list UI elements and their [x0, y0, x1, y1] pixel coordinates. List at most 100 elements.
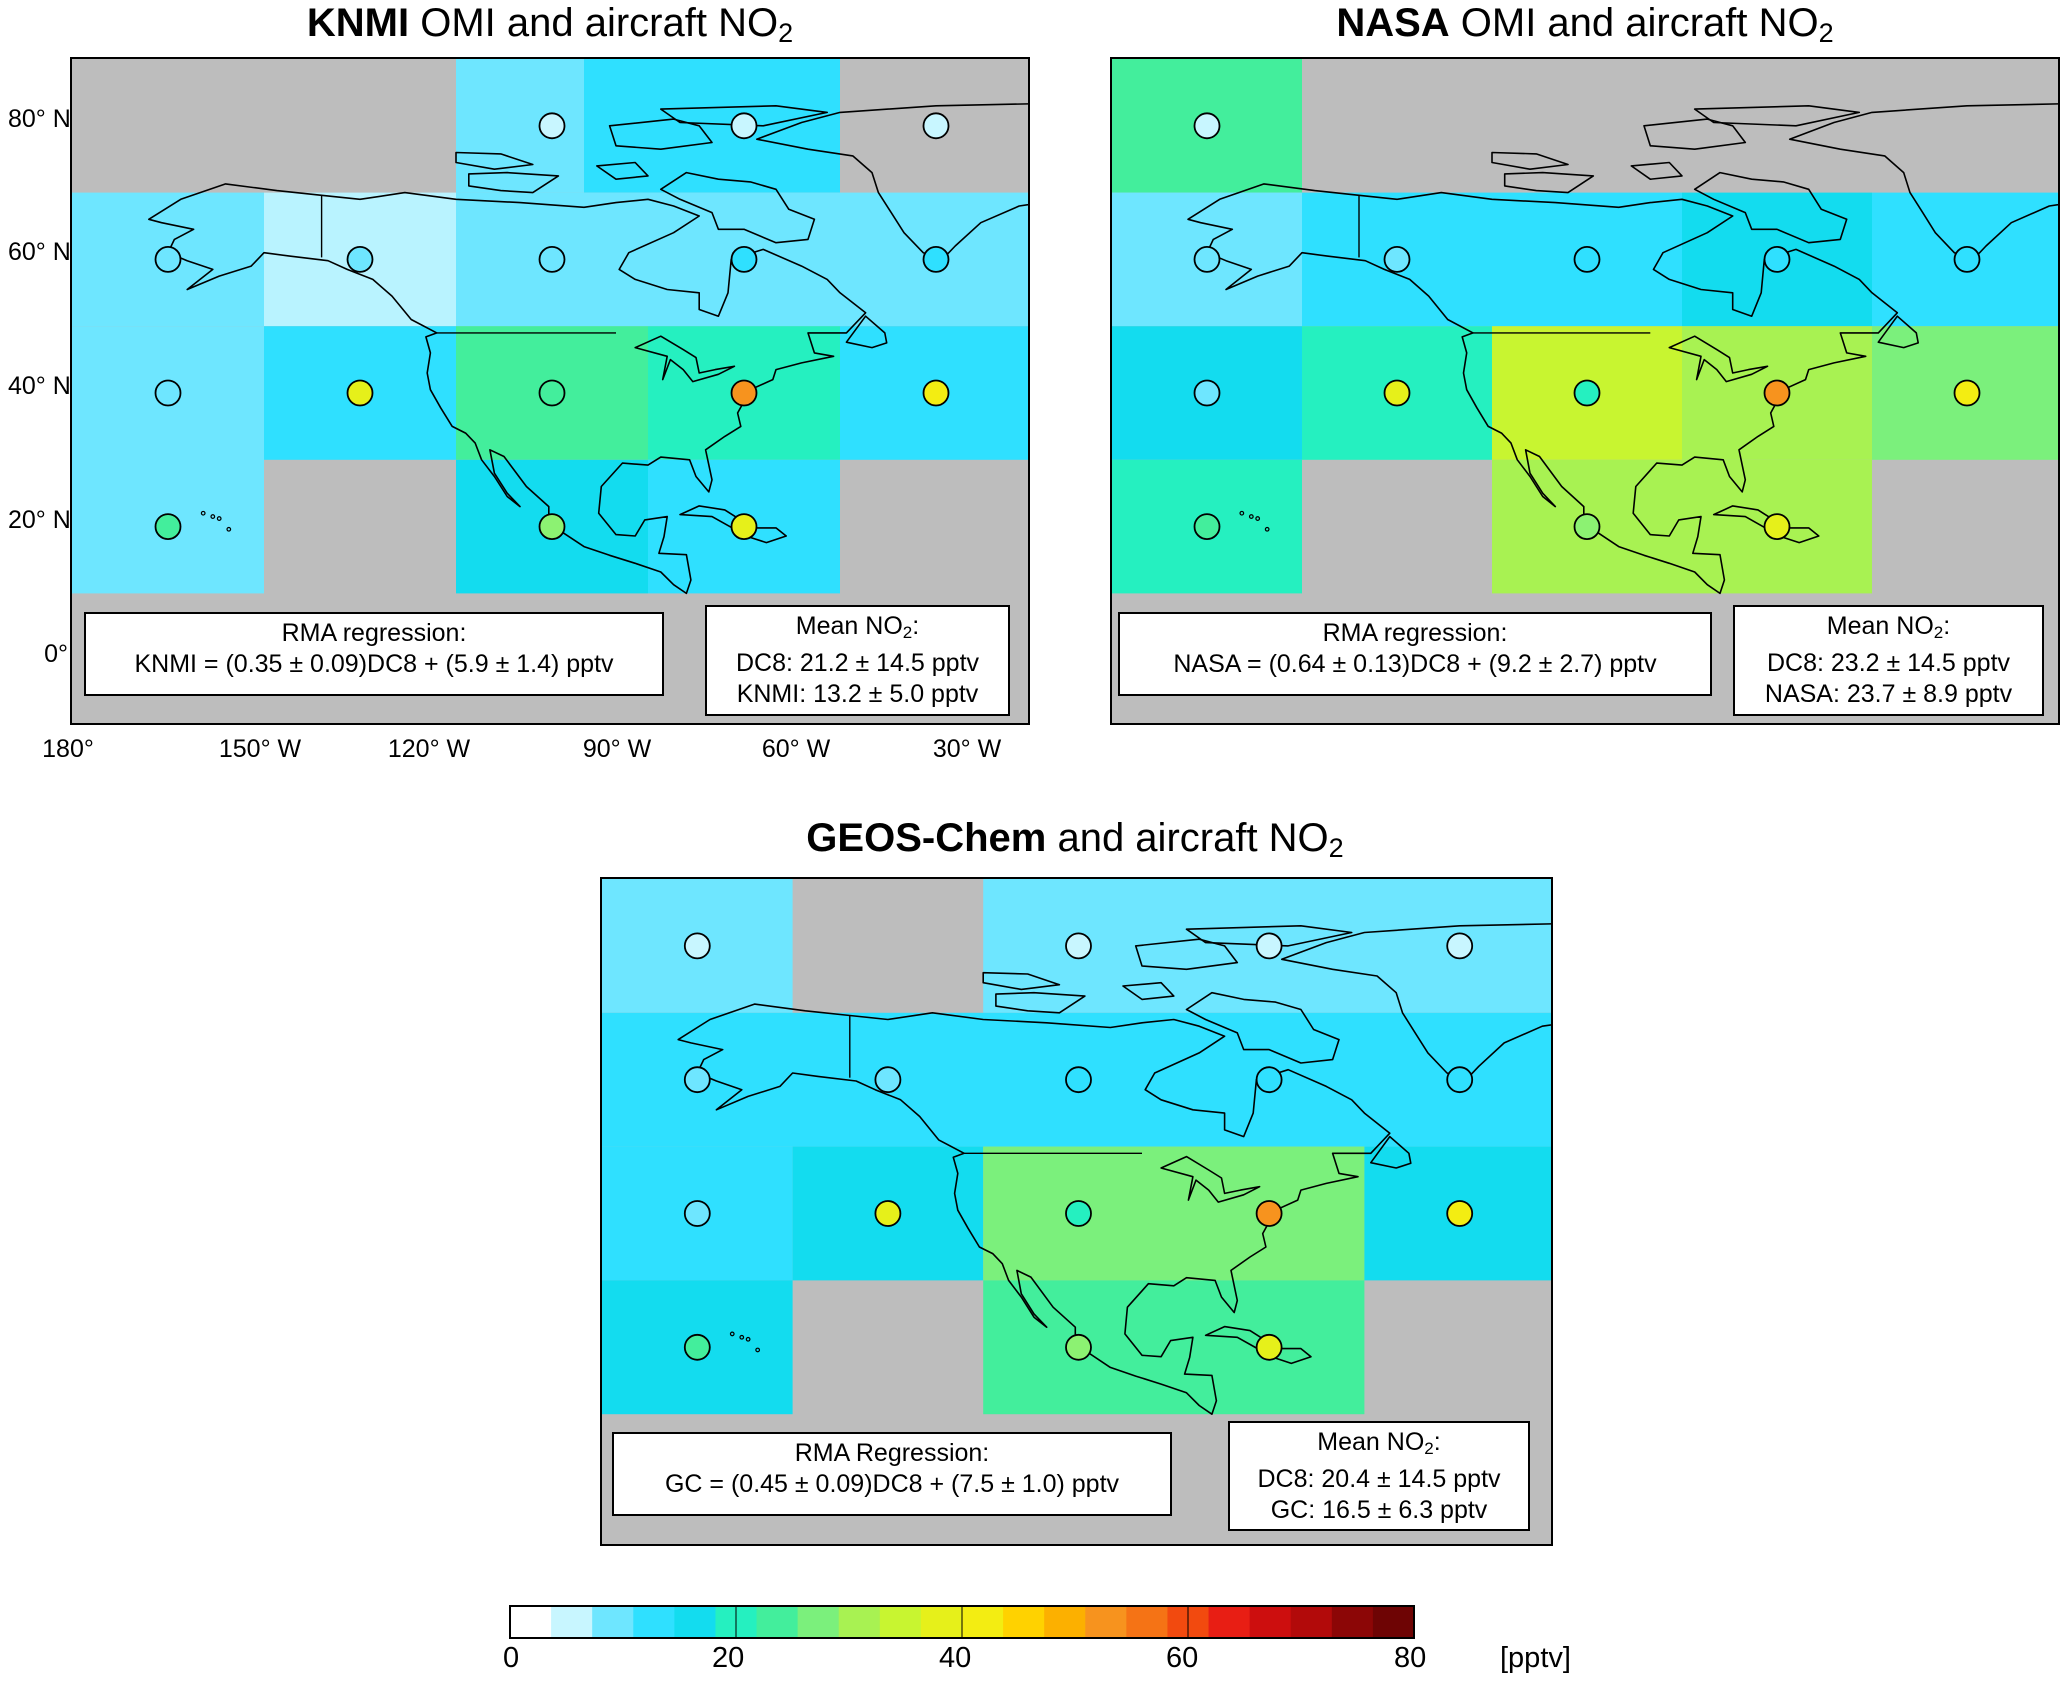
- hawaii-island: [216, 516, 222, 521]
- grid-cell: [72, 326, 264, 594]
- aircraft-no2-marker: [1763, 513, 1791, 541]
- colorbar-bin: [1208, 1606, 1251, 1638]
- knmi-mean-colon: :: [912, 612, 920, 640]
- gc-regression-title: RMA Regression:: [794, 1439, 990, 1467]
- aircraft-no2-marker: [1446, 932, 1474, 960]
- coastline: [995, 991, 1086, 1014]
- lon-label-120w: 120° W: [387, 735, 471, 763]
- aircraft-no2-marker: [1065, 932, 1092, 960]
- aircraft-no2-marker: [1446, 1066, 1474, 1094]
- colorbar-bin: [1290, 1606, 1333, 1638]
- coastline: [660, 105, 828, 127]
- aircraft-no2-marker: [1193, 379, 1221, 407]
- aircraft-no2-marker: [1065, 1333, 1092, 1361]
- colorbar-unit: [pptv]: [1500, 1642, 1571, 1674]
- aircraft-no2-marker: [1193, 112, 1221, 140]
- coastline: [1491, 151, 1569, 170]
- nasa-mean-title: Mean NO2:: [1735, 611, 2042, 648]
- colorbar-bin: [879, 1606, 922, 1638]
- aircraft-no2-marker: [1763, 379, 1791, 407]
- aircraft-no2-marker: [1573, 245, 1601, 273]
- gc-mean-dc8: DC8: 20.4 ± 14.5 pptv: [1257, 1465, 1501, 1493]
- aircraft-no2-marker: [730, 513, 758, 541]
- nasa-mean-label: Mean NO: [1826, 612, 1934, 640]
- coastline: [1160, 1155, 1261, 1203]
- nasa-mean-colon: :: [1943, 612, 1951, 640]
- gc-title-text: and aircraft NO: [1046, 816, 1329, 860]
- lon-label-90w: 90° W: [582, 735, 652, 763]
- nasa-regression-box: RMA regression: NASA = (0.64 ± 0.13)DC8 …: [1118, 612, 1712, 696]
- aircraft-no2-marker: [346, 379, 374, 407]
- hawaii-island: [1248, 514, 1254, 519]
- colorbar-bin: [674, 1606, 717, 1638]
- coastline: [596, 161, 649, 180]
- aircraft-no2-marker: [1065, 1066, 1092, 1094]
- lon-label-150w: 150° W: [218, 735, 302, 763]
- aircraft-no2-marker: [1065, 1200, 1092, 1227]
- lat-label-80n: 80° N: [8, 105, 71, 133]
- coastline: [1187, 183, 1899, 595]
- lon-label-30w: 30° W: [932, 735, 1002, 763]
- coastline: [1370, 1135, 1412, 1169]
- colorbar-bin: [797, 1606, 840, 1638]
- coastline: [1788, 103, 2058, 261]
- aircraft-no2-marker: [1193, 245, 1221, 273]
- aircraft-no2-marker: [1255, 1333, 1283, 1361]
- colorbar-bin: [510, 1606, 552, 1638]
- colorbar-bin: [1085, 1606, 1127, 1638]
- coastline: [1693, 171, 1848, 244]
- colorbar-bin: [838, 1606, 881, 1638]
- coastline: [1668, 335, 1769, 383]
- hawaii-island: [200, 510, 206, 516]
- coastline: [1281, 923, 1551, 1081]
- coastline: [1877, 315, 1919, 349]
- colorbar-bin: [551, 1606, 593, 1638]
- aircraft-no2-marker: [1193, 513, 1221, 541]
- knmi-map-panel: RMA regression: KNMI = (0.35 ± 0.09)DC8 …: [70, 57, 1030, 725]
- hawaii-island: [1239, 510, 1245, 516]
- coastline: [634, 335, 736, 383]
- colorbar-bin: [1372, 1606, 1415, 1638]
- gc-mean-sub: 2: [1424, 1439, 1434, 1458]
- gc-title-sub: 2: [1328, 833, 1344, 863]
- hawaii-island: [755, 1347, 761, 1353]
- aircraft-no2-marker: [730, 379, 758, 407]
- grid-cell: [584, 59, 840, 193]
- coastline: [455, 151, 534, 170]
- aircraft-no2-marker: [683, 1333, 711, 1361]
- knmi-mean-box: Mean NO2: DC8: 21.2 ± 14.5 pptv KNMI: 13…: [705, 605, 1010, 716]
- hawaii-island: [226, 526, 232, 532]
- grid-cell: [983, 1146, 1365, 1281]
- coastline: [1122, 981, 1175, 1001]
- aircraft-no2-marker: [1255, 1200, 1283, 1227]
- grid-cell: [264, 125, 328, 193]
- gc-mean-label: Mean NO: [1317, 1428, 1425, 1456]
- aircraft-no2-marker: [683, 1200, 711, 1227]
- aircraft-no2-marker: [1573, 379, 1601, 407]
- coastline: [608, 118, 713, 150]
- nasa-regression-title: RMA regression:: [1322, 619, 1508, 647]
- coastline: [845, 315, 888, 349]
- lat-label-0: 0°: [44, 640, 68, 668]
- aircraft-no2-marker: [922, 379, 950, 407]
- colorbar-tick-60: 60: [1166, 1642, 1199, 1674]
- coastline: [1134, 938, 1239, 971]
- coastline: [756, 103, 1028, 261]
- aircraft-no2-marker: [730, 112, 758, 140]
- coastline: [982, 971, 1061, 991]
- aircraft-no2-marker: [1953, 245, 1981, 273]
- hawaii-island: [745, 1336, 751, 1342]
- colorbar: [509, 1605, 1415, 1639]
- lat-label-40n: 40° N: [8, 372, 71, 400]
- aircraft-no2-marker: [1383, 245, 1411, 273]
- gc-mean-title: Mean NO2:: [1230, 1427, 1528, 1464]
- coastline: [1503, 171, 1595, 194]
- aircraft-no2-marker: [683, 932, 711, 960]
- coastline: [677, 1003, 1391, 1415]
- aircraft-no2-marker: [154, 379, 182, 407]
- aircraft-no2-marker: [922, 112, 950, 140]
- hawaii-island: [729, 1331, 735, 1337]
- lon-label-60w: 60° W: [761, 735, 831, 763]
- hawaii-island: [210, 514, 216, 519]
- aircraft-no2-marker: [683, 1066, 711, 1094]
